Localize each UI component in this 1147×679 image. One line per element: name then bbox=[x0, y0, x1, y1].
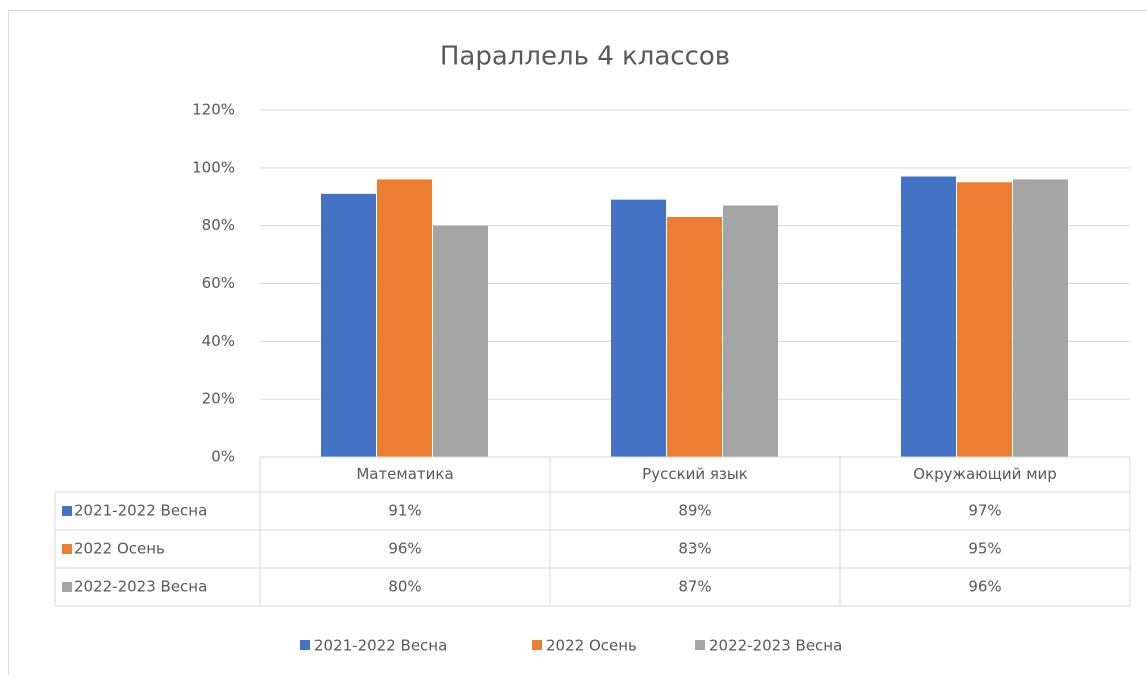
chart-title: Параллель 4 классов bbox=[440, 42, 730, 72]
bar bbox=[667, 217, 722, 457]
x-tick-label: Русский язык bbox=[642, 465, 748, 483]
bar bbox=[611, 200, 666, 457]
table-value: 97% bbox=[968, 502, 1001, 520]
bar bbox=[377, 179, 432, 457]
row-label: 2021-2022 Весна bbox=[74, 502, 207, 520]
bar bbox=[433, 226, 488, 457]
bar bbox=[1013, 179, 1068, 457]
bar bbox=[957, 182, 1012, 457]
y-tick-label: 40% bbox=[202, 332, 235, 350]
legend-key bbox=[695, 640, 705, 650]
legend-key bbox=[532, 640, 542, 650]
table-value: 89% bbox=[678, 502, 711, 520]
bar bbox=[723, 205, 778, 457]
row-label: 2022-2023 Весна bbox=[74, 578, 207, 596]
row-label: 2022 Осень bbox=[74, 540, 165, 558]
y-tick-label: 100% bbox=[192, 158, 235, 176]
y-tick-label: 20% bbox=[202, 390, 235, 408]
y-tick-label: 0% bbox=[211, 448, 235, 466]
legend-key bbox=[62, 506, 72, 516]
legend-label: 2022 Осень bbox=[546, 637, 637, 655]
y-tick-label: 60% bbox=[202, 274, 235, 292]
legend-label: 2021-2022 Весна bbox=[314, 637, 447, 655]
table-value: 83% bbox=[678, 540, 711, 558]
table-value: 96% bbox=[968, 578, 1001, 596]
bar bbox=[901, 177, 956, 457]
y-tick-label: 80% bbox=[202, 216, 235, 234]
table-value: 95% bbox=[968, 540, 1001, 558]
legend-key bbox=[300, 640, 310, 650]
x-tick-label: Математика bbox=[356, 465, 453, 483]
legend-key bbox=[62, 544, 72, 554]
table-value: 87% bbox=[678, 578, 711, 596]
x-tick-label: Окружающий мир bbox=[913, 465, 1057, 483]
table-value: 96% bbox=[388, 540, 421, 558]
table-value: 80% bbox=[388, 578, 421, 596]
legend-label: 2022-2023 Весна bbox=[709, 637, 842, 655]
legend-key bbox=[62, 582, 72, 592]
bar bbox=[321, 194, 376, 457]
y-tick-label: 120% bbox=[192, 101, 235, 119]
table-value: 91% bbox=[388, 502, 421, 520]
